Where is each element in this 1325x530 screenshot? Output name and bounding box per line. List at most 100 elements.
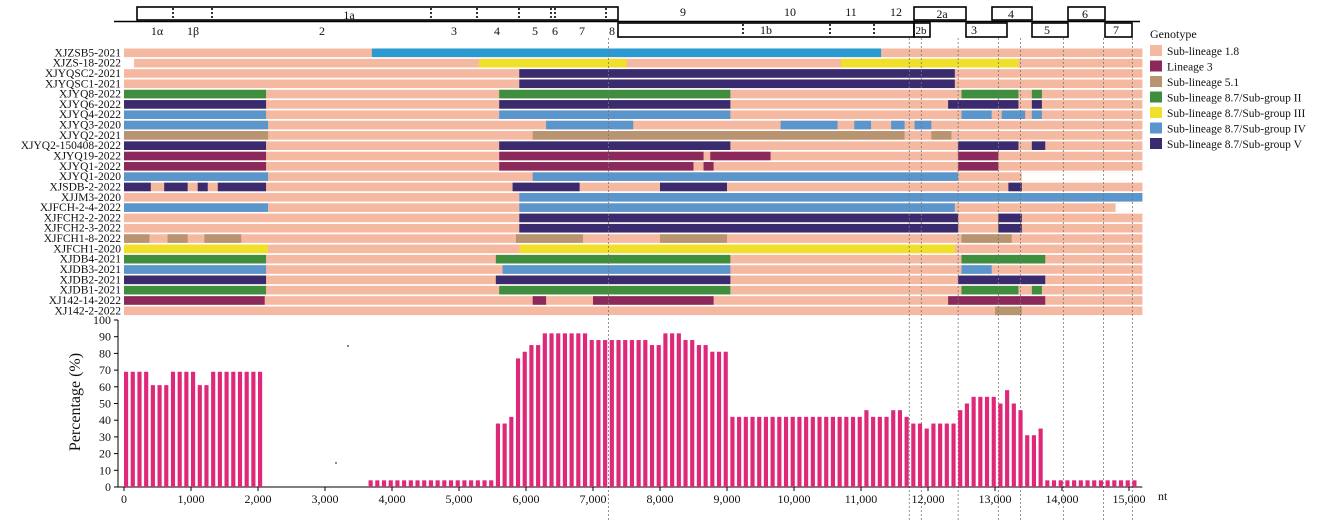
x-tick-label: 15,000	[1113, 492, 1146, 506]
track-segment	[124, 234, 150, 243]
track-segment	[124, 296, 265, 305]
track-segment	[499, 100, 731, 109]
bar	[556, 333, 561, 487]
track-label: XJFCH2-3-2022	[44, 223, 122, 235]
bar	[603, 340, 608, 487]
bar	[224, 371, 229, 487]
track-segment	[124, 58, 135, 68]
track-row: XJJM3-2020	[61, 192, 1143, 204]
track-segment	[124, 100, 267, 109]
orf-box-2a	[913, 6, 967, 21]
bar	[978, 396, 983, 487]
orf-label-1beta: 1β	[187, 24, 199, 38]
bar	[495, 423, 501, 487]
bar	[237, 371, 243, 487]
orf-label-8a: 8	[609, 24, 615, 38]
track-label: XJYQSC1-2021	[45, 78, 121, 90]
track-segment	[124, 182, 151, 192]
track-segment	[914, 120, 932, 130]
bar	[1078, 480, 1083, 487]
bar	[137, 371, 142, 487]
track-segment	[660, 182, 727, 192]
orf-label-7b: 7	[1113, 23, 1119, 37]
bar	[844, 416, 849, 487]
bar	[1051, 480, 1057, 487]
bar	[596, 340, 601, 487]
track-segment	[958, 151, 999, 161]
bar	[670, 333, 675, 487]
track-segment	[124, 131, 269, 140]
boundary-lines	[608, 38, 1133, 522]
orf-label-11: 11	[845, 5, 857, 19]
track-row: XJYQ2-2021	[59, 130, 1143, 142]
bar	[368, 480, 373, 487]
y-tick-label: 50	[99, 397, 111, 411]
bar	[408, 480, 413, 487]
bar	[388, 480, 393, 487]
track-row: XJYQ19-2022	[53, 151, 1143, 163]
bar	[1118, 480, 1124, 487]
bar	[1112, 480, 1117, 487]
track-segment	[519, 69, 955, 78]
track-segment	[593, 296, 714, 305]
bar	[231, 371, 236, 487]
bar	[375, 480, 380, 487]
track-segment	[499, 89, 731, 99]
bar	[1045, 480, 1050, 487]
track-segment	[961, 110, 992, 120]
x-tick-label: 13,000	[979, 492, 1012, 506]
bar	[817, 416, 822, 487]
track-segment	[532, 172, 959, 181]
track-row: XJFCH2-3-2022	[44, 223, 1143, 235]
orf-label-2a: 2a	[936, 7, 948, 21]
track-label: XJSDB-2-2022	[49, 181, 121, 193]
orf-box-2b	[913, 22, 931, 38]
track-segment	[1008, 182, 1022, 192]
track-segment	[703, 162, 714, 171]
track-segment	[124, 244, 269, 254]
track-segment	[995, 306, 1022, 316]
track-segment	[710, 151, 771, 161]
track-segment	[780, 120, 838, 130]
bar	[402, 480, 407, 487]
legend: Genotype Sub-lineage 1.8 Lineage 3 Sub-lin…	[1150, 27, 1307, 151]
orf-label-3b: 3	[971, 23, 977, 37]
legend-label: Sub-lineage 5.1	[1167, 77, 1239, 89]
orf-label-5b: 5	[1044, 23, 1050, 37]
track-segment	[499, 141, 731, 150]
y-tick-label: 70	[99, 363, 111, 377]
track-row: XJYQ1-2022	[59, 161, 1143, 173]
bar	[857, 416, 862, 487]
orf-label-2b: 2b	[916, 25, 928, 37]
x-tick-label: 3,000	[312, 492, 339, 506]
track-label: XJ142-2-2022	[55, 305, 122, 317]
y-tick-label: 20	[99, 447, 111, 461]
orf-label-6a: 6	[552, 24, 558, 38]
bar	[1132, 480, 1137, 487]
bar	[381, 480, 387, 487]
bar	[164, 385, 169, 487]
bar	[1038, 428, 1043, 487]
track-segment	[519, 213, 959, 223]
bar	[549, 333, 554, 487]
track-segment	[512, 182, 580, 192]
track-segment	[961, 285, 1019, 295]
track-segment	[124, 141, 267, 150]
bar	[649, 345, 655, 487]
track-row: XJFCH1-2020	[53, 243, 1143, 255]
bar	[482, 480, 487, 487]
y-axis-label: Percentage (%)	[67, 353, 84, 451]
bar	[475, 480, 480, 487]
track-segment	[167, 234, 188, 243]
track-segment	[958, 275, 1046, 285]
track-segment	[124, 162, 267, 171]
track-segment	[854, 120, 872, 130]
bar-chart-axes: 0 10 20 30 40 50 60 70 80 90 100 0 1,000 2,000 3,000 4,…	[93, 313, 1146, 506]
track-segment	[958, 162, 999, 171]
bar	[663, 333, 668, 487]
track-segment	[961, 234, 1012, 243]
bar	[609, 340, 614, 487]
y-tick-label: 30	[99, 430, 111, 444]
bar	[636, 340, 641, 487]
orf-label-1a: 1a	[343, 8, 355, 22]
